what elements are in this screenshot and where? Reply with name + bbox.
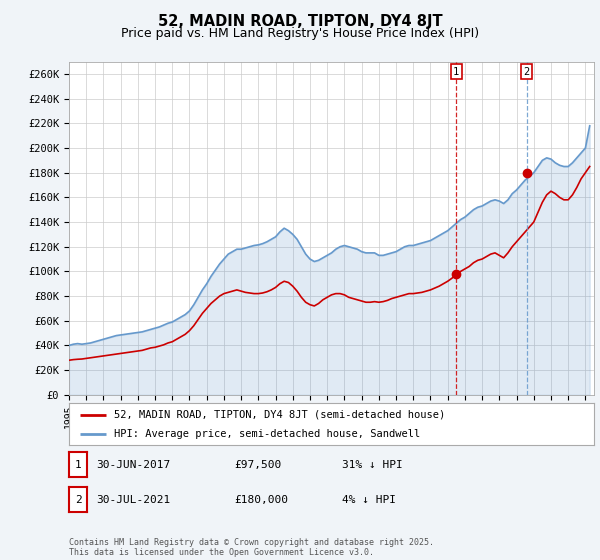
Text: 52, MADIN ROAD, TIPTON, DY4 8JT (semi-detached house): 52, MADIN ROAD, TIPTON, DY4 8JT (semi-de… <box>113 409 445 419</box>
Text: 2: 2 <box>74 494 82 505</box>
Text: 1: 1 <box>74 460 82 470</box>
Text: 1: 1 <box>453 67 460 77</box>
Text: 31% ↓ HPI: 31% ↓ HPI <box>342 460 403 470</box>
Text: Contains HM Land Registry data © Crown copyright and database right 2025.
This d: Contains HM Land Registry data © Crown c… <box>69 538 434 557</box>
Text: £97,500: £97,500 <box>234 460 281 470</box>
Text: Price paid vs. HM Land Registry's House Price Index (HPI): Price paid vs. HM Land Registry's House … <box>121 27 479 40</box>
Text: HPI: Average price, semi-detached house, Sandwell: HPI: Average price, semi-detached house,… <box>113 429 420 439</box>
Text: £180,000: £180,000 <box>234 494 288 505</box>
Text: 52, MADIN ROAD, TIPTON, DY4 8JT: 52, MADIN ROAD, TIPTON, DY4 8JT <box>158 14 442 29</box>
Text: 2: 2 <box>523 67 530 77</box>
Text: 30-JUN-2017: 30-JUN-2017 <box>96 460 170 470</box>
Text: 4% ↓ HPI: 4% ↓ HPI <box>342 494 396 505</box>
Text: 30-JUL-2021: 30-JUL-2021 <box>96 494 170 505</box>
